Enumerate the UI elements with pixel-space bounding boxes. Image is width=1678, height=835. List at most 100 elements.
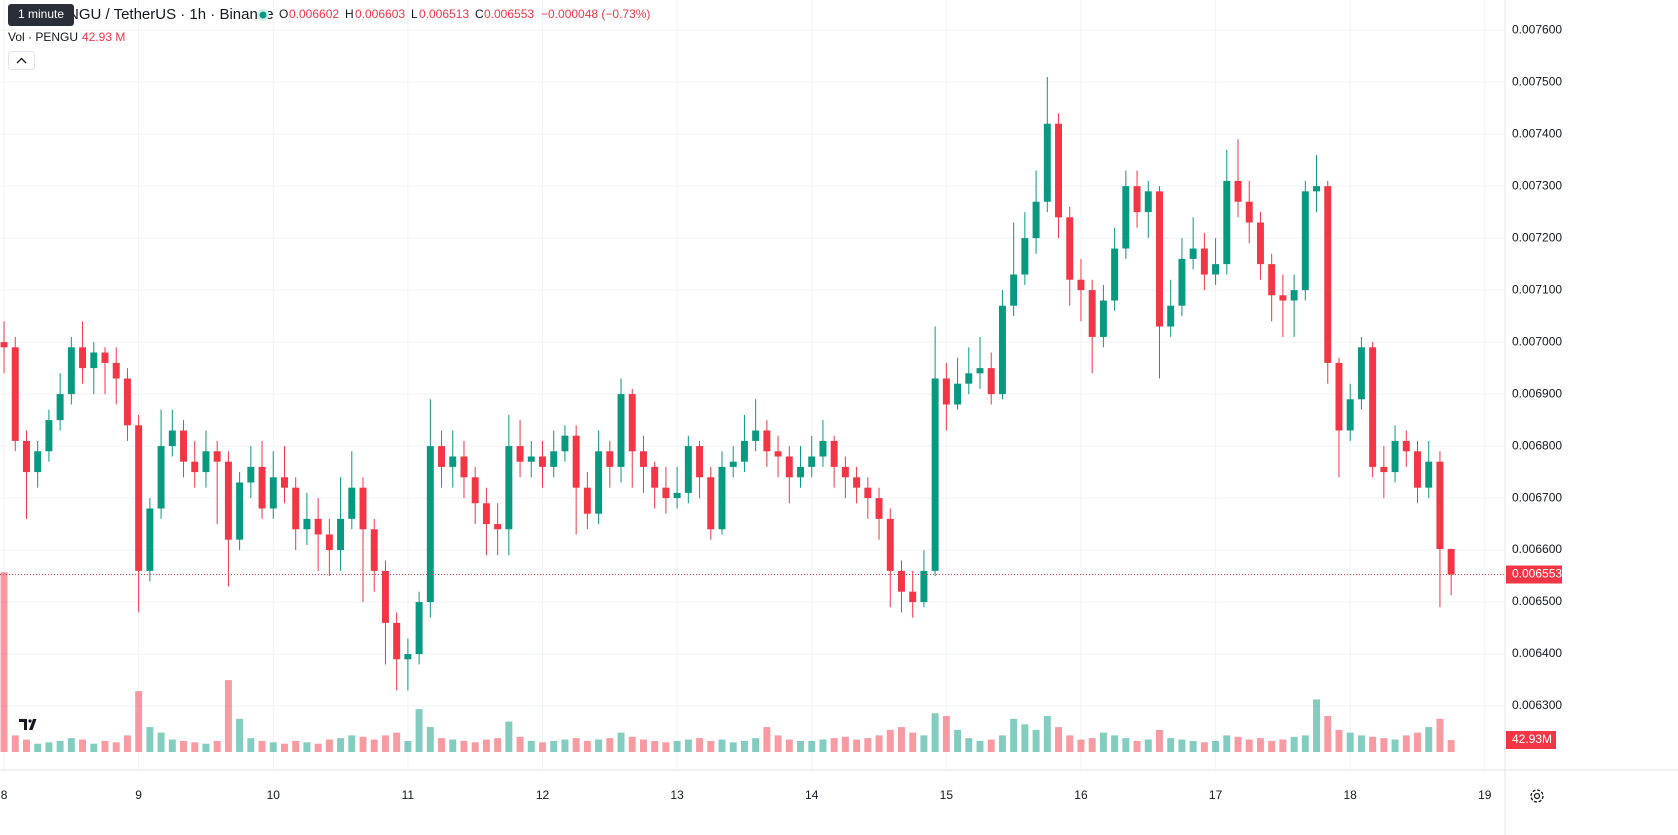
volume-bar xyxy=(942,716,950,752)
candle-body xyxy=(1043,123,1051,202)
volume-bar xyxy=(1245,739,1253,752)
volume-bar xyxy=(1122,738,1130,752)
candle-body xyxy=(897,570,905,592)
y-tick-label: 0.006700 xyxy=(1512,490,1562,504)
volume-bar xyxy=(494,738,502,752)
logo-bg xyxy=(16,711,42,737)
volume-bar xyxy=(1088,738,1096,752)
candle-body xyxy=(415,602,423,655)
volume-bar xyxy=(202,743,210,752)
y-tick-label: 0.006300 xyxy=(1512,698,1562,712)
volume-bar xyxy=(1268,740,1276,752)
x-tick-label: 15 xyxy=(940,788,954,802)
candle-body xyxy=(180,430,188,462)
candle-body xyxy=(45,420,53,452)
x-tick-label: 16 xyxy=(1074,788,1088,802)
high-key: H xyxy=(345,7,354,21)
candle-body xyxy=(1223,180,1231,265)
candle-body xyxy=(314,518,322,535)
volume-bar xyxy=(1223,735,1231,752)
tooltip: 1 minute xyxy=(18,7,64,21)
volume-bar xyxy=(572,738,580,752)
collapse-button[interactable] xyxy=(8,51,35,70)
candle-body xyxy=(763,430,771,452)
volume-bar xyxy=(729,742,737,752)
candle-body xyxy=(168,430,176,447)
volume-bar xyxy=(224,680,232,752)
candle-body xyxy=(942,378,950,405)
volume-bar xyxy=(1301,735,1309,752)
volume-bar xyxy=(482,739,490,752)
volume-bar xyxy=(1279,739,1287,752)
candle-body xyxy=(460,456,468,478)
volume-bar xyxy=(135,691,143,752)
x-tick-label: 14 xyxy=(805,788,819,802)
y-tick-label: 0.007000 xyxy=(1512,334,1562,348)
candle-body xyxy=(202,451,210,473)
y-tick-label: 0.006900 xyxy=(1512,386,1562,400)
candle-body xyxy=(1167,305,1175,327)
high-value: 0.006603 xyxy=(355,7,405,21)
volume-bar xyxy=(213,740,221,752)
candle-body xyxy=(381,570,389,623)
candle-body xyxy=(1077,279,1085,291)
volume-bar xyxy=(56,740,64,752)
candle-body xyxy=(1066,217,1074,280)
candle-body xyxy=(841,466,849,478)
candle-body xyxy=(123,378,131,426)
volume-bar xyxy=(1391,739,1399,752)
volume-bar xyxy=(1043,716,1051,752)
volume-bar xyxy=(90,743,98,752)
candle-body xyxy=(875,498,883,519)
y-tick-label: 0.006500 xyxy=(1512,594,1562,608)
volume-bar xyxy=(740,740,748,752)
candle-body xyxy=(707,477,715,530)
candle-body xyxy=(1425,461,1433,488)
axes: 0.006300 0.006400 0.006500 0.006600 0.006700… xyxy=(0,22,1562,802)
candle-body xyxy=(1133,186,1141,213)
x-tick-label: 9 xyxy=(135,788,142,802)
candle-body xyxy=(1122,186,1130,249)
candle-body xyxy=(101,352,109,363)
volume-bar xyxy=(583,740,591,752)
candle-body xyxy=(864,487,872,499)
candle-body xyxy=(426,446,434,603)
candle-body xyxy=(651,466,659,488)
candle-body xyxy=(247,466,255,483)
candle-body xyxy=(684,446,692,493)
change: −0.000048 (−0.73%) xyxy=(541,7,650,21)
open-value: 0.006602 xyxy=(289,7,339,21)
legend: PENGU / TetherUS · 1h · Binance O 0.0066… xyxy=(8,4,650,70)
last-price-tag xyxy=(1506,565,1562,584)
volume-bar xyxy=(1156,729,1163,752)
volume-bar xyxy=(101,740,109,752)
candles xyxy=(0,76,1455,691)
volume-bar xyxy=(662,742,670,752)
volume-bar xyxy=(22,739,30,752)
candle-body xyxy=(1099,300,1107,337)
candle-body xyxy=(471,477,479,504)
volume-bar xyxy=(1111,735,1119,752)
volume-bar xyxy=(696,738,704,752)
candle-body xyxy=(1088,290,1096,337)
volume-bar xyxy=(180,740,188,752)
x-tick-label: 11 xyxy=(402,788,415,802)
candle-body xyxy=(785,456,793,478)
volume-bar xyxy=(954,729,962,752)
volume-bar xyxy=(965,738,973,752)
y-tick-label: 0.006800 xyxy=(1512,438,1562,452)
volume-bar xyxy=(123,735,131,752)
settings-icon[interactable] xyxy=(1530,789,1544,803)
candle-body xyxy=(539,456,546,467)
candle-body xyxy=(325,534,333,551)
volume-bar xyxy=(718,739,726,752)
candle-body xyxy=(1256,222,1264,265)
candle-body xyxy=(774,451,782,457)
candle-body xyxy=(516,446,524,462)
volume-bar xyxy=(191,742,199,752)
volume-bar xyxy=(1133,740,1141,752)
volume-bar xyxy=(112,742,120,752)
volume-bar xyxy=(11,735,19,752)
